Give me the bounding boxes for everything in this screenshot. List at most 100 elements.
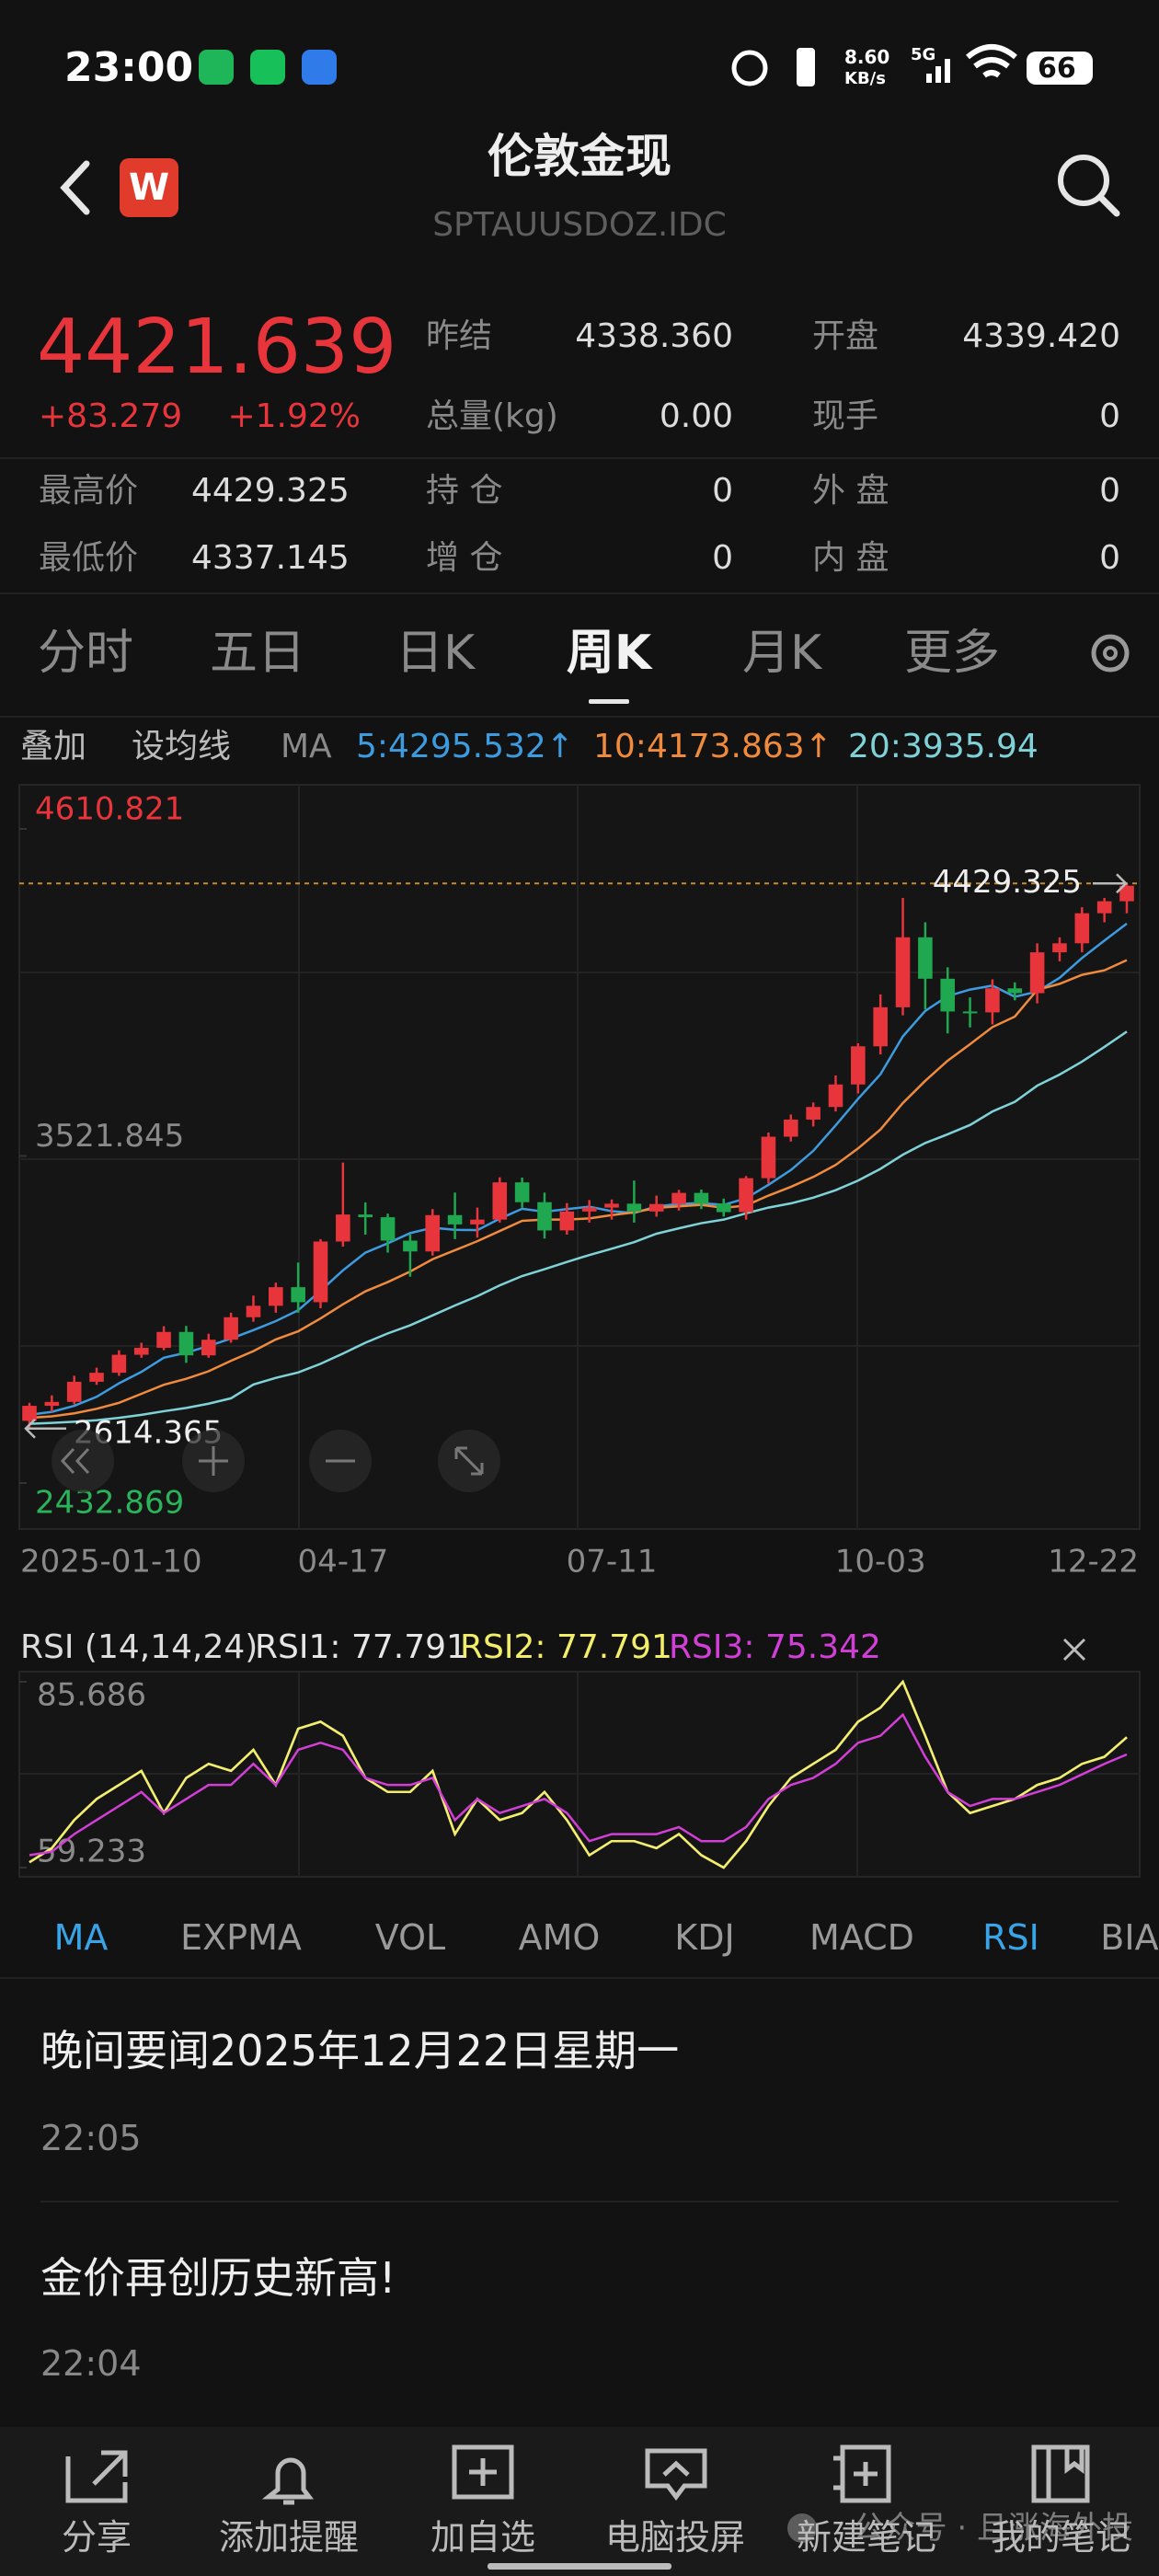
signal-icon bbox=[926, 59, 950, 83]
period-tab[interactable]: 周K bbox=[566, 626, 652, 681]
search-button[interactable] bbox=[1058, 155, 1109, 206]
field-label: 最高价 bbox=[39, 472, 139, 510]
cast-icon[interactable] bbox=[645, 2448, 707, 2501]
title: 伦敦金现 bbox=[488, 130, 671, 183]
field-value: 0.00 bbox=[659, 397, 733, 435]
field-value: 0 bbox=[1099, 472, 1120, 510]
candle-body bbox=[1029, 952, 1045, 994]
zoom-glyph bbox=[454, 1446, 484, 1476]
app-icon bbox=[250, 50, 285, 85]
candle-body bbox=[178, 1331, 194, 1356]
zoom-control[interactable] bbox=[52, 1430, 114, 1492]
app-icon bbox=[199, 50, 234, 85]
bottom-action[interactable]: 添加提醒 bbox=[218, 2517, 359, 2558]
back-button[interactable] bbox=[60, 160, 90, 215]
ma20-label: 20:3935.94 bbox=[848, 728, 1039, 765]
indicator-tab[interactable]: BIAS bbox=[1100, 1917, 1159, 1958]
field-label: 最低价 bbox=[39, 539, 139, 577]
indicator-tab[interactable]: EXPMA bbox=[180, 1917, 302, 1958]
candle-body bbox=[111, 1354, 127, 1374]
ma10-label: 10:4173.863↑ bbox=[593, 728, 832, 765]
indicator-tab[interactable]: KDJ bbox=[674, 1917, 735, 1958]
settings-button[interactable] bbox=[1091, 634, 1130, 673]
new-note-icon[interactable] bbox=[833, 2444, 891, 2503]
field-value: 0 bbox=[712, 539, 733, 577]
logo bbox=[120, 158, 178, 217]
bottom-action[interactable]: 分享 bbox=[61, 2517, 132, 2558]
home-indicator bbox=[488, 2563, 671, 2570]
candle-body bbox=[962, 1011, 978, 1014]
vibrate-icon bbox=[797, 48, 815, 86]
notes-icon[interactable] bbox=[1031, 2444, 1090, 2503]
news-time: 22:05 bbox=[40, 2118, 142, 2158]
period-tab[interactable]: 月K bbox=[741, 626, 822, 681]
candle-body bbox=[133, 1348, 149, 1355]
candle-body bbox=[895, 937, 911, 1007]
change: +83.279 bbox=[39, 397, 183, 435]
indicator-tab[interactable]: MA bbox=[53, 1917, 109, 1958]
close-button[interactable] bbox=[1062, 1638, 1086, 1662]
zoom-glyph bbox=[199, 1446, 228, 1476]
bottom-action[interactable]: 加自选 bbox=[430, 2517, 535, 2558]
period-tab[interactable]: 分时 bbox=[37, 626, 133, 681]
candle-body bbox=[581, 1207, 597, 1212]
rsi-grid bbox=[19, 1672, 1140, 1877]
field-label: 内 盘 bbox=[812, 539, 889, 577]
field-value: 4429.325 bbox=[191, 472, 350, 510]
search-handle bbox=[1096, 193, 1120, 217]
candle-body bbox=[380, 1217, 396, 1241]
wifi-icon bbox=[966, 44, 1017, 78]
news-time: 22:04 bbox=[40, 2343, 142, 2384]
indicator-tab[interactable]: VOL bbox=[374, 1917, 446, 1958]
rsi-line bbox=[29, 1712, 1128, 1857]
overlay-button[interactable]: 叠加 bbox=[20, 728, 87, 765]
net-unit: KB/s bbox=[844, 69, 886, 88]
field-label: 增 仓 bbox=[426, 539, 503, 577]
y-tick-label: 2432.869 bbox=[35, 1485, 184, 1522]
ma-line bbox=[29, 959, 1128, 1420]
bottom-action[interactable]: 新建笔记 bbox=[796, 2517, 936, 2558]
ma-line bbox=[29, 1030, 1128, 1425]
bottom-bar bbox=[0, 2427, 1159, 2576]
indicator-tab[interactable]: MACD bbox=[809, 1917, 914, 1958]
chart-grid bbox=[19, 785, 1140, 1529]
share-icon[interactable] bbox=[65, 2450, 128, 2503]
bottom-action[interactable]: 电脑投屏 bbox=[604, 2517, 745, 2558]
candle-body bbox=[336, 1214, 350, 1242]
low-arrow bbox=[24, 1418, 66, 1439]
x-tick-label: 2025-01-10 bbox=[20, 1544, 202, 1581]
field-value: 4337.145 bbox=[191, 539, 350, 577]
divider bbox=[0, 592, 1159, 594]
rsi-title: RSI (14,14,24) bbox=[20, 1628, 258, 1666]
period-tab[interactable]: 五日 bbox=[209, 626, 305, 681]
candle-body bbox=[985, 988, 1000, 1013]
period-tab[interactable]: 日K bbox=[395, 626, 476, 681]
set-ma-button[interactable]: 设均线 bbox=[132, 728, 232, 765]
net-speed: 8.60 bbox=[844, 46, 890, 68]
candle-body bbox=[425, 1214, 441, 1252]
y-tick-label: 3521.845 bbox=[35, 1118, 184, 1155]
candle-body bbox=[470, 1219, 485, 1225]
news-title[interactable]: 晚间要闻2025年12月22日星期一 bbox=[40, 2026, 680, 2076]
x-tick-label: 04-17 bbox=[297, 1544, 388, 1581]
alarm-icon bbox=[731, 50, 768, 86]
candle-body bbox=[291, 1287, 305, 1303]
candle-body bbox=[1052, 943, 1067, 953]
news-title[interactable]: 金价再创历史新高! bbox=[40, 2253, 396, 2303]
candle-body bbox=[1074, 913, 1090, 944]
x-tick-label: 10-03 bbox=[835, 1544, 926, 1581]
candle-body bbox=[739, 1178, 753, 1213]
field-label: 现手 bbox=[812, 397, 879, 435]
y-tick-label: 85.686 bbox=[37, 1677, 146, 1714]
period-tab[interactable]: 更多 bbox=[903, 626, 1000, 681]
alert-icon[interactable] bbox=[261, 2457, 314, 2505]
bottom-action[interactable]: 我的笔记 bbox=[990, 2517, 1130, 2558]
field-value: 0 bbox=[712, 472, 733, 510]
field-value: 4338.360 bbox=[575, 317, 733, 355]
clock: 23:00 bbox=[64, 44, 194, 91]
indicator-tab[interactable]: RSI bbox=[982, 1917, 1039, 1958]
candle-body bbox=[828, 1084, 843, 1108]
watchlist-icon[interactable] bbox=[452, 2444, 514, 2500]
divider bbox=[0, 716, 1159, 718]
indicator-tab[interactable]: AMO bbox=[518, 1917, 601, 1958]
